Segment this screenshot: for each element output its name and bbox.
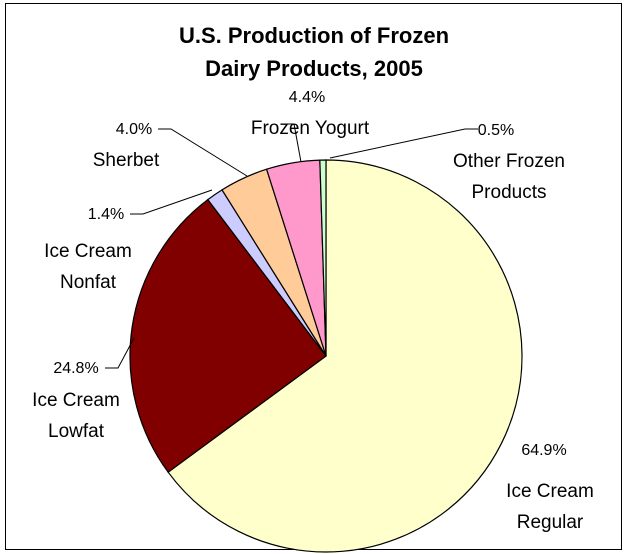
category-label-other-frozen-products: Other Frozen	[453, 151, 565, 172]
data-label-ice-cream-regular: 64.9%	[521, 442, 566, 459]
data-label-ice-cream-lowfat: 24.8%	[53, 360, 98, 377]
leader-line-ice-cream-lowfat	[105, 337, 135, 369]
data-label-sherbet: 4.0%	[116, 121, 152, 138]
chart-title: U.S. Production of Frozen Dairy Products…	[179, 23, 449, 81]
category-label-ice-cream-nonfat: Ice Cream	[44, 241, 132, 262]
category-label-ice-cream-lowfat: Ice Cream	[32, 390, 120, 411]
pie-slices	[129, 159, 523, 553]
leader-line-ice-cream-nonfat	[130, 189, 213, 215]
chart-title-line-1: U.S. Production of Frozen	[179, 23, 449, 48]
category-label-ice-cream-lowfat: Lowfat	[48, 421, 105, 442]
chart-title-line-2: Dairy Products, 2005	[205, 56, 423, 81]
pie-slice-ice-cream-lowfat	[129, 198, 327, 474]
leader-line-frozen-yogurt	[281, 123, 302, 163]
leader-line-sherbet	[158, 128, 248, 177]
category-label-other-frozen-products: Products	[472, 182, 547, 203]
category-label-ice-cream-nonfat: Nonfat	[60, 272, 117, 293]
leader-line-other-frozen-products	[329, 128, 478, 159]
data-label-ice-cream-nonfat: 1.4%	[88, 206, 124, 223]
data-label-other-frozen-products: 0.5%	[478, 122, 514, 139]
data-label-frozen-yogurt: 4.4%	[289, 89, 325, 106]
category-label-ice-cream-regular: Regular	[517, 512, 584, 533]
leader-lines	[105, 123, 478, 369]
category-label-ice-cream-regular: Ice Cream	[506, 481, 594, 502]
pie-slice-ice-cream-regular	[167, 159, 523, 553]
category-label-frozen-yogurt: Frozen Yogurt	[251, 118, 370, 139]
pie-slice-other-frozen-products	[319, 159, 327, 357]
category-label-sherbet: Sherbet	[93, 150, 160, 171]
slice-labels: 64.9% Ice Cream Regular 24.8% Ice Cream Lowfa…	[32, 89, 594, 533]
